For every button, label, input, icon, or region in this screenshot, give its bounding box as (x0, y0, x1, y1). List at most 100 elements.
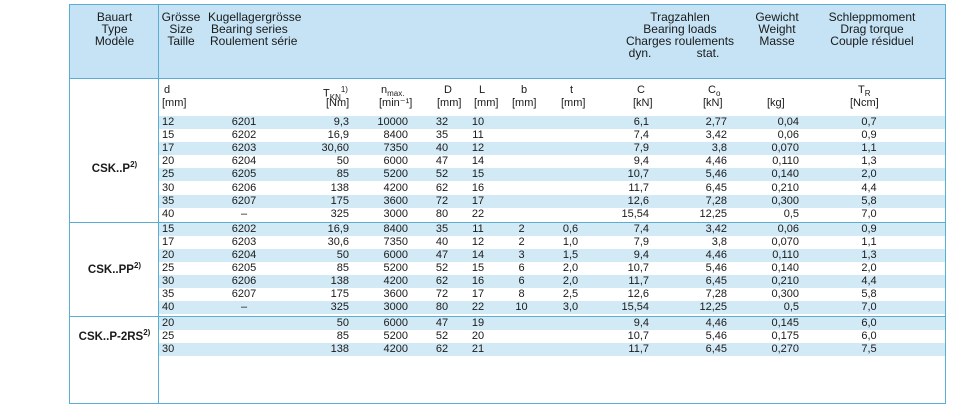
group-label: CSK..P2) (91, 160, 138, 176)
table-cell: 3,42 (705, 129, 727, 142)
table-cell: 0,6 (562, 222, 579, 235)
table-cell: 5200 (383, 262, 408, 275)
table-cell: 6,45 (705, 342, 727, 355)
header-size-fr: Taille (167, 34, 195, 48)
table-cell: 10,7 (627, 168, 649, 181)
header-loads-stat: stat. (696, 46, 720, 60)
table-cell: 0,210 (771, 181, 799, 194)
table-cell: 25 (162, 262, 175, 275)
table-cell: 17 (162, 235, 175, 248)
table-cell: 7,0 (861, 301, 877, 314)
table-cell: 30 (162, 181, 175, 194)
table-cell: 22 (471, 207, 485, 220)
table-cell: 3600 (383, 194, 408, 207)
table-cell: 10,7 (627, 262, 649, 275)
unit-L-symbol: L (479, 84, 486, 96)
unit-nmax-symbol: nmax. (381, 84, 405, 99)
table-cell: 8 (518, 288, 525, 301)
table-cell: 6203 (231, 235, 257, 248)
table-cell: 3,8 (711, 142, 727, 155)
table-cell: 22 (471, 301, 485, 314)
table-cell: 10,7 (627, 329, 649, 342)
table-row: 25 6205 85 5200 52 15 6 2,0 10,7 5,46 0,140 2,0 (159, 262, 945, 275)
unit-TR-symbol: TR (858, 84, 871, 99)
table-cell: 1,0 (562, 235, 579, 248)
table-cell: 5,46 (705, 262, 727, 275)
table-cell: 8400 (383, 222, 408, 235)
header-type-en: Type (101, 22, 128, 36)
table-cell: 5200 (383, 329, 408, 342)
table-cell: 25 (162, 168, 175, 181)
table-cell: 32 (435, 116, 449, 128)
table-cell: 21 (471, 342, 485, 355)
table-row: 15 6202 16,9 8400 35 11 2 0,6 7,4 3,42 0,06 0,9 (159, 222, 945, 236)
table-cell: 3,0 (562, 301, 579, 314)
table-cell: 6 (518, 262, 525, 275)
table-cell: 15 (162, 222, 175, 235)
table-cell: 6,0 (861, 316, 877, 329)
table-cell: 3000 (383, 207, 408, 220)
unit-t-symbol: t (570, 84, 574, 96)
table-cell: 0,5 (783, 207, 799, 220)
unit-C: [kN] (633, 97, 653, 109)
table-cell: 10 (515, 301, 528, 314)
table-cell: 52 (435, 262, 449, 275)
table-cell: 138 (330, 275, 349, 288)
table-cell: 0,175 (771, 329, 799, 342)
table-cell: 9,4 (633, 249, 649, 261)
table-cell: 20 (162, 249, 175, 261)
table-cell: 40 (435, 142, 449, 155)
table-row: 40 – 325 3000 80 22 15,54 12,25 0,5 7,0 (159, 208, 945, 221)
table-cell: 85 (336, 329, 349, 342)
table-row: 40 – 325 3000 80 22 10 3,0 15,54 12,25 0,5 7,0 (159, 301, 945, 315)
header-bearing-en: Bearing series (211, 22, 288, 36)
unit-tkn: [Nm] (326, 97, 350, 109)
table-cell: 4200 (383, 181, 408, 194)
table-cell: 50 (336, 155, 349, 168)
table-cell: 6201 (231, 116, 257, 128)
header-bearing-de: Kugellagergrösse (208, 10, 302, 24)
table-cell: 72 (435, 288, 449, 301)
table-cell: 6204 (231, 155, 257, 168)
table-cell: 30 (162, 275, 175, 288)
table-cell: 52 (435, 168, 449, 181)
table-cell: 12,6 (627, 194, 649, 207)
table-cell: 47 (435, 249, 449, 261)
table-cell: 6000 (383, 249, 408, 261)
table-cell: 62 (435, 342, 449, 355)
table-cell: 10 (471, 116, 485, 128)
col-separator-1 (158, 5, 159, 403)
table-cell: 35 (162, 288, 175, 301)
table-cell: 52 (435, 329, 449, 342)
table-cell: 11,7 (628, 342, 649, 355)
table-cell: 12 (162, 116, 175, 128)
table-cell: 9,4 (633, 316, 649, 329)
table-cell: 15 (162, 129, 175, 142)
table-cell: 6,0 (861, 329, 877, 342)
table-cell: 15 (471, 168, 485, 181)
table-cell: 1,1 (861, 235, 877, 248)
table-cell: 20 (471, 329, 485, 342)
group-label: CSK..P-2RS2) (78, 328, 151, 343)
table-row: 25 6205 85 5200 52 15 10,7 5,46 0,140 2,0 (159, 168, 945, 182)
table-cell: 30,6 (327, 235, 349, 248)
table-cell: 0,7 (861, 116, 877, 128)
table-cell: 6207 (231, 288, 257, 301)
table-cell: 2,0 (861, 168, 877, 181)
table-cell: 0,070 (771, 235, 799, 248)
table-cell: 4,4 (861, 275, 877, 288)
table-cell: 85 (336, 262, 349, 275)
table-cell: 85 (336, 168, 349, 181)
table-cell: 16 (471, 275, 485, 288)
unit-Co: [kN] (703, 97, 723, 109)
table-cell: 14 (471, 249, 485, 261)
table-cell: 0,110 (772, 249, 799, 261)
spec-table: Bauart Type Modèle Grösse Size Taille Ku… (69, 4, 946, 404)
header-size-de: Grösse (161, 10, 201, 24)
table-cell: 9,3 (333, 116, 349, 128)
unit-b: [mm] (512, 97, 537, 109)
table-cell: 12,6 (627, 288, 649, 301)
table-cell: 11 (472, 222, 484, 235)
table-cell: 0,9 (861, 129, 877, 142)
table-row: 15 6202 16,9 8400 35 11 7,4 3,42 0,06 0,9 (159, 129, 945, 142)
